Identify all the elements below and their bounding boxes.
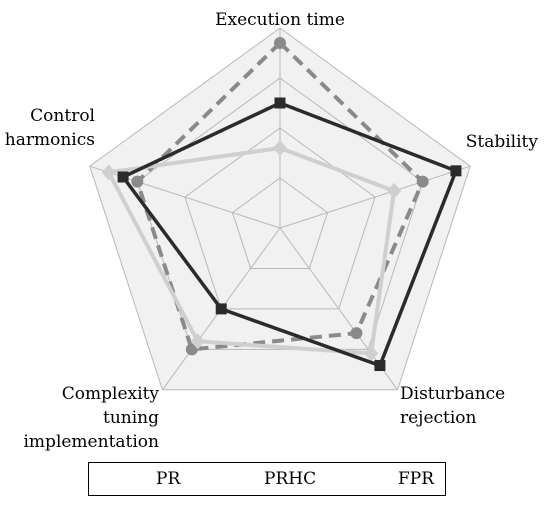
axis-label-line: Execution time <box>215 10 345 30</box>
series-pr <box>131 37 429 356</box>
series-line-pr <box>135 40 426 352</box>
radar-spoke <box>279 165 471 229</box>
data-point-prhc <box>364 345 379 362</box>
axis-label-line: implementation <box>23 432 160 452</box>
series-line-fpr <box>120 101 459 368</box>
axis-label-disturbance-rejection: Disturbance rejection <box>400 382 505 430</box>
data-point-pr <box>416 175 429 188</box>
data-point-pr <box>350 327 363 340</box>
data-point-fpr <box>374 360 386 372</box>
legend-label-prhc: PRHC <box>264 469 317 489</box>
data-point-prhc <box>101 164 116 181</box>
axis-label-execution-time: Execution time <box>180 8 380 32</box>
legend <box>88 462 446 496</box>
series-fpr <box>117 97 462 372</box>
axis-label-stability: Stability <box>338 130 538 154</box>
axis-label-line: harmonics <box>4 130 95 150</box>
axis-label-control-harmonics: Control harmonics <box>0 104 95 152</box>
legend-label-fpr: FPR <box>398 469 435 489</box>
axis-label-line: Disturbance <box>400 384 506 404</box>
axis-label-line: Control <box>30 106 95 126</box>
data-point-pr <box>274 37 286 49</box>
series-prhc <box>101 140 402 362</box>
axis-label-line: rejection <box>400 408 477 428</box>
radar-grid-ring <box>184 127 376 310</box>
radar-grid-ring <box>89 27 471 391</box>
radar-grid-ring <box>231 177 329 269</box>
axis-label-complexity-tuning-implementation: Complexity tuning implementation <box>0 382 160 454</box>
data-point-prhc <box>273 140 287 156</box>
axis-label-line: Stability <box>465 132 538 152</box>
data-point-pr <box>185 343 198 356</box>
axis-label-line: tuning <box>103 408 159 428</box>
data-point-fpr <box>117 171 129 183</box>
data-point-fpr <box>215 303 227 315</box>
data-point-fpr <box>274 97 286 109</box>
legend-label-pr: PR <box>156 469 181 489</box>
series-line-prhc <box>105 145 397 356</box>
axis-label-line: Complexity <box>61 384 159 404</box>
data-point-prhc <box>387 182 402 199</box>
data-point-pr <box>131 175 144 188</box>
data-point-prhc <box>190 333 205 350</box>
data-point-fpr <box>450 165 462 177</box>
radar-series <box>101 37 462 372</box>
